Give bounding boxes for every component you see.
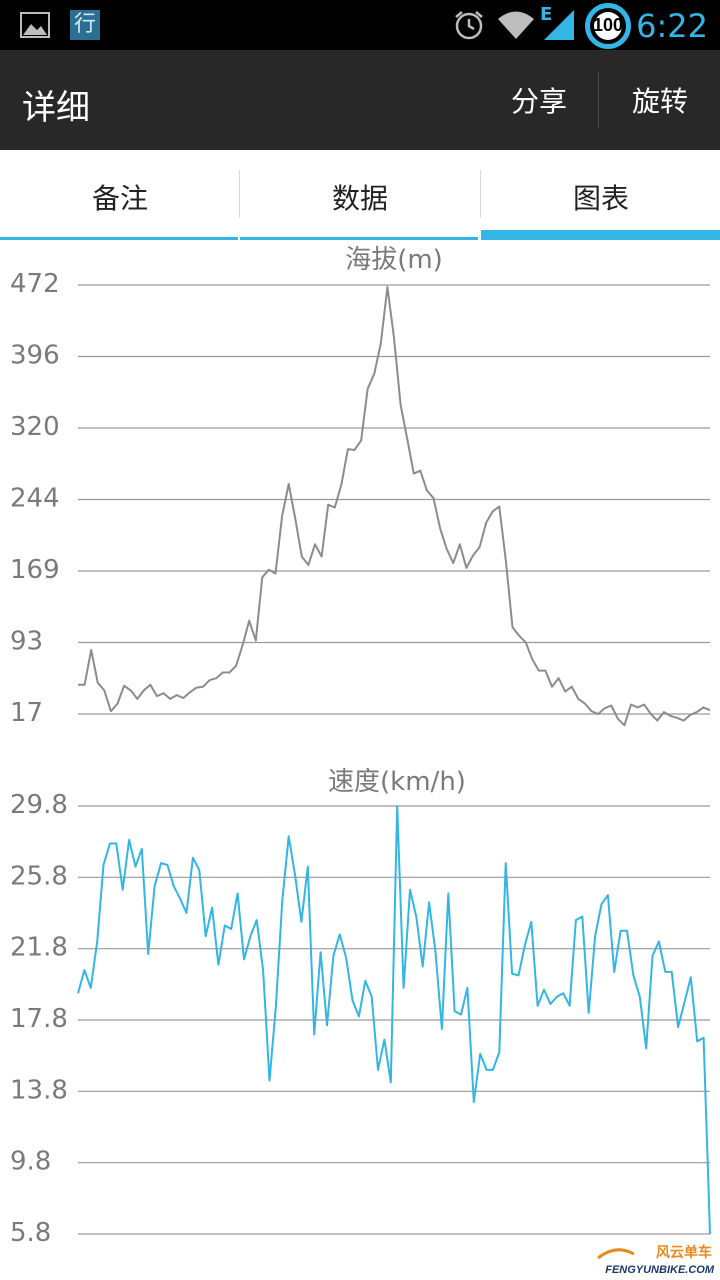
speed-y-tick-label: 17.8 — [10, 1004, 68, 1034]
tab-charts[interactable]: 图表 — [481, 150, 720, 240]
tab-charts-label: 图表 — [572, 182, 629, 215]
speed-series-line — [77, 805, 711, 1235]
speed-y-tick-label: 25.8 — [10, 861, 68, 891]
tab-data-underline — [240, 237, 478, 240]
alarm-icon — [455, 11, 483, 40]
battery-level: 100 — [592, 15, 624, 35]
page-title: 详细 — [22, 88, 90, 128]
action-bar: 详细 分享 旋转 — [0, 50, 720, 150]
tab-notes-underline — [0, 237, 238, 240]
speed-chart-title: 速度(km/h) — [328, 767, 466, 797]
watermark-en: FENGYUNBIKE.COM — [605, 1264, 714, 1276]
tab-separator — [480, 170, 481, 218]
battery-icon: 100 — [585, 3, 631, 49]
wifi-icon — [498, 11, 534, 39]
bike-logo-icon — [597, 1248, 635, 1260]
elevation-y-tick-label: 17 — [10, 698, 43, 728]
image-icon — [20, 12, 50, 38]
elevation-series-line — [78, 285, 711, 727]
speed-y-tick-label: 13.8 — [10, 1075, 68, 1105]
elevation-y-tick-label: 93 — [10, 627, 43, 657]
tab-data-label: 数据 — [331, 182, 388, 215]
speed-y-tick-label: 5.8 — [10, 1218, 51, 1248]
tab-notes-label: 备注 — [91, 182, 148, 215]
app-notification-icon: 行 — [70, 10, 100, 40]
share-button[interactable]: 分享 — [511, 85, 568, 118]
elevation-y-tick-label: 472 — [10, 269, 60, 299]
speed-y-tick-label: 21.8 — [10, 933, 68, 963]
tab-separator — [239, 170, 240, 218]
tab-bar: 备注 数据 图表 — [0, 150, 720, 240]
tab-notes[interactable]: 备注 — [0, 150, 240, 240]
clock: 6:22 — [636, 7, 708, 45]
elevation-y-tick-label: 244 — [10, 484, 60, 514]
watermark-cn: 风云单车 — [656, 1245, 712, 1261]
signal-icon — [544, 10, 574, 40]
rotate-button[interactable]: 旋转 — [632, 85, 689, 118]
speed-y-tick-label: 9.8 — [10, 1147, 51, 1177]
elevation-y-tick-label: 169 — [10, 555, 60, 585]
watermark-logo: 风云单车 FENGYUNBIKE.COM — [584, 1236, 714, 1276]
network-type-label: E — [540, 4, 553, 25]
tab-data[interactable]: 数据 — [240, 150, 480, 240]
tab-charts-underline — [481, 230, 720, 240]
elevation-chart-title: 海拔(m) — [345, 245, 443, 275]
action-divider — [598, 72, 599, 128]
elevation-y-tick-label: 396 — [10, 341, 60, 371]
status-bar: 行 E 100 6:22 — [0, 0, 720, 50]
speed-y-tick-label: 29.8 — [10, 790, 68, 820]
elevation-y-tick-label: 320 — [10, 412, 60, 442]
